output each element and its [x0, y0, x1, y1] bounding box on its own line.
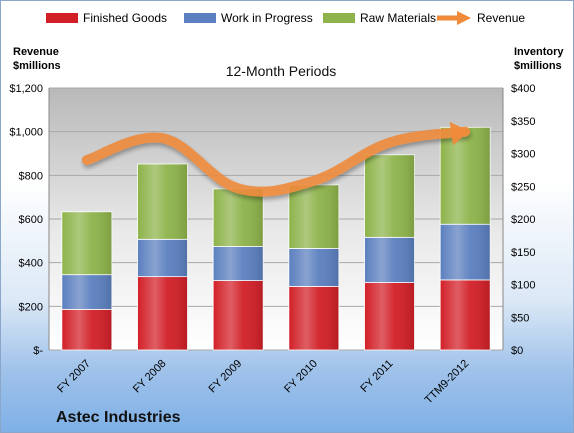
bar-gloss	[440, 279, 491, 350]
revenue-line-path	[81, 126, 471, 197]
revenue-line	[81, 121, 471, 197]
right-tick-label: $100	[511, 280, 535, 292]
company-name: Astec Industries	[56, 409, 181, 426]
bar-gloss	[364, 237, 415, 283]
gridlines	[48, 87, 504, 351]
right-tick-label: $0	[511, 345, 523, 357]
category-label: FY 2008	[131, 358, 169, 396]
left-tick-label: $-	[33, 345, 43, 357]
right-tick-label: $250	[511, 181, 535, 193]
legend-label: Raw Materials	[360, 11, 436, 25]
left-axis-label-line2: $millions	[13, 60, 61, 72]
bar-gloss	[364, 282, 415, 350]
bar-gloss	[137, 163, 188, 240]
right-tick-label: $150	[511, 247, 535, 259]
legend: Finished Goods Work in Progress Raw Materi…	[46, 11, 525, 25]
right-axis-label-line2: $millions	[514, 60, 562, 72]
left-tick-label: $800	[19, 170, 43, 182]
left-tick-label: $1,200	[9, 83, 43, 95]
legend-swatch	[184, 13, 216, 23]
bar-gloss	[61, 309, 112, 350]
category-label: FY 2010	[282, 358, 320, 396]
left-axis-label-line1: Revenue	[13, 46, 59, 58]
bar-gloss	[213, 188, 264, 247]
revenue-arrowhead	[449, 121, 470, 146]
legend-label: Revenue	[477, 11, 525, 25]
category-label: FY 2011	[358, 358, 395, 395]
right-tick-label: $200	[511, 214, 535, 226]
legend-swatch	[323, 13, 355, 23]
bar-gloss	[288, 184, 339, 249]
legend-arrow	[457, 11, 471, 25]
right-tick-label: $400	[511, 83, 535, 95]
bar-gloss	[288, 286, 339, 350]
bar-gloss	[440, 127, 491, 225]
bar-gloss	[364, 154, 415, 238]
right-tick-label: $350	[511, 116, 535, 128]
bar-gloss	[137, 239, 188, 277]
legend-label: Work in Progress	[221, 11, 313, 25]
bar-gloss	[213, 246, 264, 281]
left-tick-label: $200	[19, 301, 43, 313]
right-tick-label: $50	[511, 312, 529, 324]
bars	[61, 126, 491, 351]
right-tick-label: $300	[511, 149, 535, 161]
legend-label: Finished Goods	[83, 11, 167, 25]
right-axis-label-line1: Inventory	[514, 46, 564, 58]
legend-swatch	[46, 13, 78, 23]
bar-gloss	[61, 274, 112, 310]
left-tick-label: $400	[19, 258, 43, 270]
category-label: TTM9-2012	[423, 358, 472, 407]
bar-gloss	[61, 211, 112, 275]
category-label: FY 2007	[55, 358, 93, 396]
chart-title: 12-Month Periods	[226, 63, 337, 79]
bar-gloss	[213, 280, 264, 350]
bar-gloss	[440, 224, 491, 280]
left-tick-label: $600	[19, 214, 43, 226]
bar-gloss	[137, 276, 188, 350]
left-tick-label: $1,000	[9, 127, 43, 139]
category-label: FY 2009	[207, 358, 245, 396]
bar-gloss	[288, 248, 339, 287]
